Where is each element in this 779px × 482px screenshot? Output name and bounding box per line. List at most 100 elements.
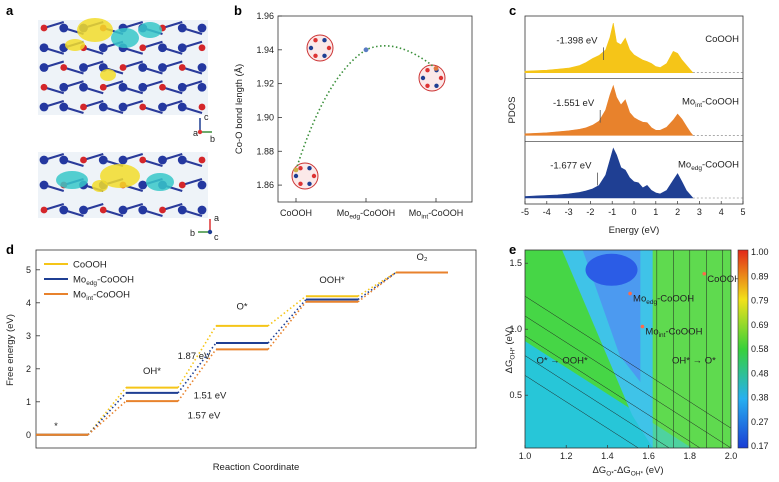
panel-a: a c a b a b c	[6, 3, 219, 240]
molecule-structure-icon	[418, 64, 446, 92]
xtick-label: Moedg-CoOOH	[337, 208, 395, 221]
catalyst-label: Moedg-CoOOH	[633, 294, 694, 307]
pdos-series-name: Moint-CoOOH	[682, 97, 739, 110]
bond-length-point	[433, 66, 439, 71]
density-lobe	[65, 39, 85, 51]
ytick-label: 1.92	[256, 79, 274, 89]
panel-e-frame	[524, 249, 732, 449]
xtick-label: -5	[521, 207, 529, 217]
axis-b-label: b	[210, 134, 215, 144]
xtick-label: 1	[653, 207, 658, 217]
energy-connector	[177, 342, 217, 394]
catalyst-label: Moint-CoOOH	[645, 327, 702, 340]
heatmap-valley	[585, 253, 638, 286]
axis-a-label-bottom: a	[214, 213, 219, 223]
colorbar-tick-label: 0.58	[751, 344, 769, 354]
colorbar	[737, 249, 749, 449]
colorbar-tick-label: 0.48	[751, 368, 769, 378]
axis-c-label: c	[204, 112, 209, 122]
legend-label: CoOOH	[73, 260, 107, 271]
legend-label: Moedg-CoOOH	[73, 275, 134, 288]
panel-d-ylabel: Free energy (eV)	[5, 314, 16, 386]
xtick-label: Moint-CoOOH	[409, 208, 463, 221]
ytick-label: 4	[26, 298, 31, 308]
density-lobe	[146, 173, 174, 191]
ytick-label: 1	[26, 397, 31, 407]
xtick-label: 1.6	[642, 451, 655, 461]
contour-line	[525, 295, 731, 429]
pdos-series-name: CoOOH	[705, 34, 739, 45]
density-lobe	[111, 28, 139, 48]
ytick-label: 2	[26, 364, 31, 374]
ytick-label: 1.96	[256, 11, 274, 21]
panel-c-label: c	[509, 3, 516, 18]
catalyst-point	[702, 271, 707, 276]
density-lobe	[92, 180, 108, 192]
contour-line	[525, 375, 639, 448]
axis-b-label-bottom: b	[190, 228, 195, 238]
colorbar-tick-label: 0.27	[751, 417, 769, 427]
axis-triad-bottom: a b c	[190, 213, 219, 240]
barrier-annotation: 1.87 eV	[178, 351, 211, 362]
ytick-label: 1.94	[256, 45, 274, 55]
barrier-annotation: 1.57 eV	[188, 410, 221, 421]
xtick-label: 4	[719, 207, 724, 217]
energy-connector	[267, 295, 307, 327]
step-label: *	[54, 421, 58, 432]
panel-d: d 0 1 2 3 4 5 * OH* O* OOH* O₂ 1.87 eV 1.51 eV 1.57 …	[5, 242, 477, 473]
panel-b-ylabel: Co-O bond length (Å)	[234, 64, 245, 154]
density-lobe	[138, 22, 162, 38]
catalyst-label: CoOOH	[707, 274, 741, 285]
panel-e-label: e	[509, 242, 516, 257]
xtick-label: CoOOH	[280, 208, 312, 218]
step-label: O*	[236, 301, 247, 312]
panel-a-label: a	[6, 3, 14, 18]
step-label: OH*	[143, 366, 161, 377]
pdos-series-name: Moedg-CoOOH	[678, 159, 739, 172]
energy-connector	[87, 392, 127, 436]
colorbar-tick-label: 0.79	[751, 296, 769, 306]
ytick-label: 0	[26, 430, 31, 440]
energy-connector	[177, 348, 217, 402]
contour-line	[525, 355, 670, 448]
xtick-label: -4	[543, 207, 551, 217]
axis-triad-top: c a b	[193, 112, 215, 144]
colorbar-tick-label: 0.89	[751, 271, 769, 281]
xtick-label: 3	[697, 207, 702, 217]
colorbar-tick-label: 0.17	[751, 441, 769, 451]
panel-d-frame	[35, 249, 477, 449]
energy-connector	[267, 301, 307, 350]
panel-e: e O* → OOH* OH* → O* CoOOH Moedg-CoOOH Moint…	[504, 242, 769, 478]
colorbar-tick-label: 0.38	[751, 393, 769, 403]
ytick-label: 1.86	[256, 180, 274, 190]
molecule-structure-icon	[291, 162, 319, 190]
ytick-label: 1.5	[509, 258, 522, 268]
colorbar-tick-label: 1.00	[751, 247, 769, 257]
density-lobe	[100, 69, 116, 81]
panel-c-ylabel: PDOS	[507, 97, 518, 124]
density-lobe	[77, 18, 113, 42]
ytick-label: 5	[26, 265, 31, 275]
barrier-annotation: 1.51 eV	[194, 391, 227, 402]
xtick-label: -1	[608, 207, 616, 217]
region-label: OH* → O*	[672, 356, 716, 367]
legend-label: Moint-CoOOH	[73, 290, 130, 303]
step-label: OOH*	[319, 275, 345, 286]
pdos-area	[524, 147, 694, 199]
xtick-label: 1.2	[560, 451, 573, 461]
pdos-area	[524, 22, 694, 73]
contour-line	[525, 335, 701, 448]
energy-connector	[267, 298, 307, 344]
xtick-label: 2	[675, 207, 680, 217]
density-lobe	[100, 164, 140, 188]
energy-connector	[177, 325, 217, 389]
energy-connector	[357, 271, 397, 303]
bond-length-point	[363, 47, 369, 53]
xtick-label: 1.0	[519, 451, 532, 461]
panel-b-label: b	[234, 3, 242, 18]
density-lobe	[56, 171, 88, 189]
xtick-label: 5	[740, 207, 745, 217]
ytick-label: 3	[26, 331, 31, 341]
d-band-center-label: -1.398 eV	[556, 35, 598, 46]
contour-line	[525, 315, 731, 448]
